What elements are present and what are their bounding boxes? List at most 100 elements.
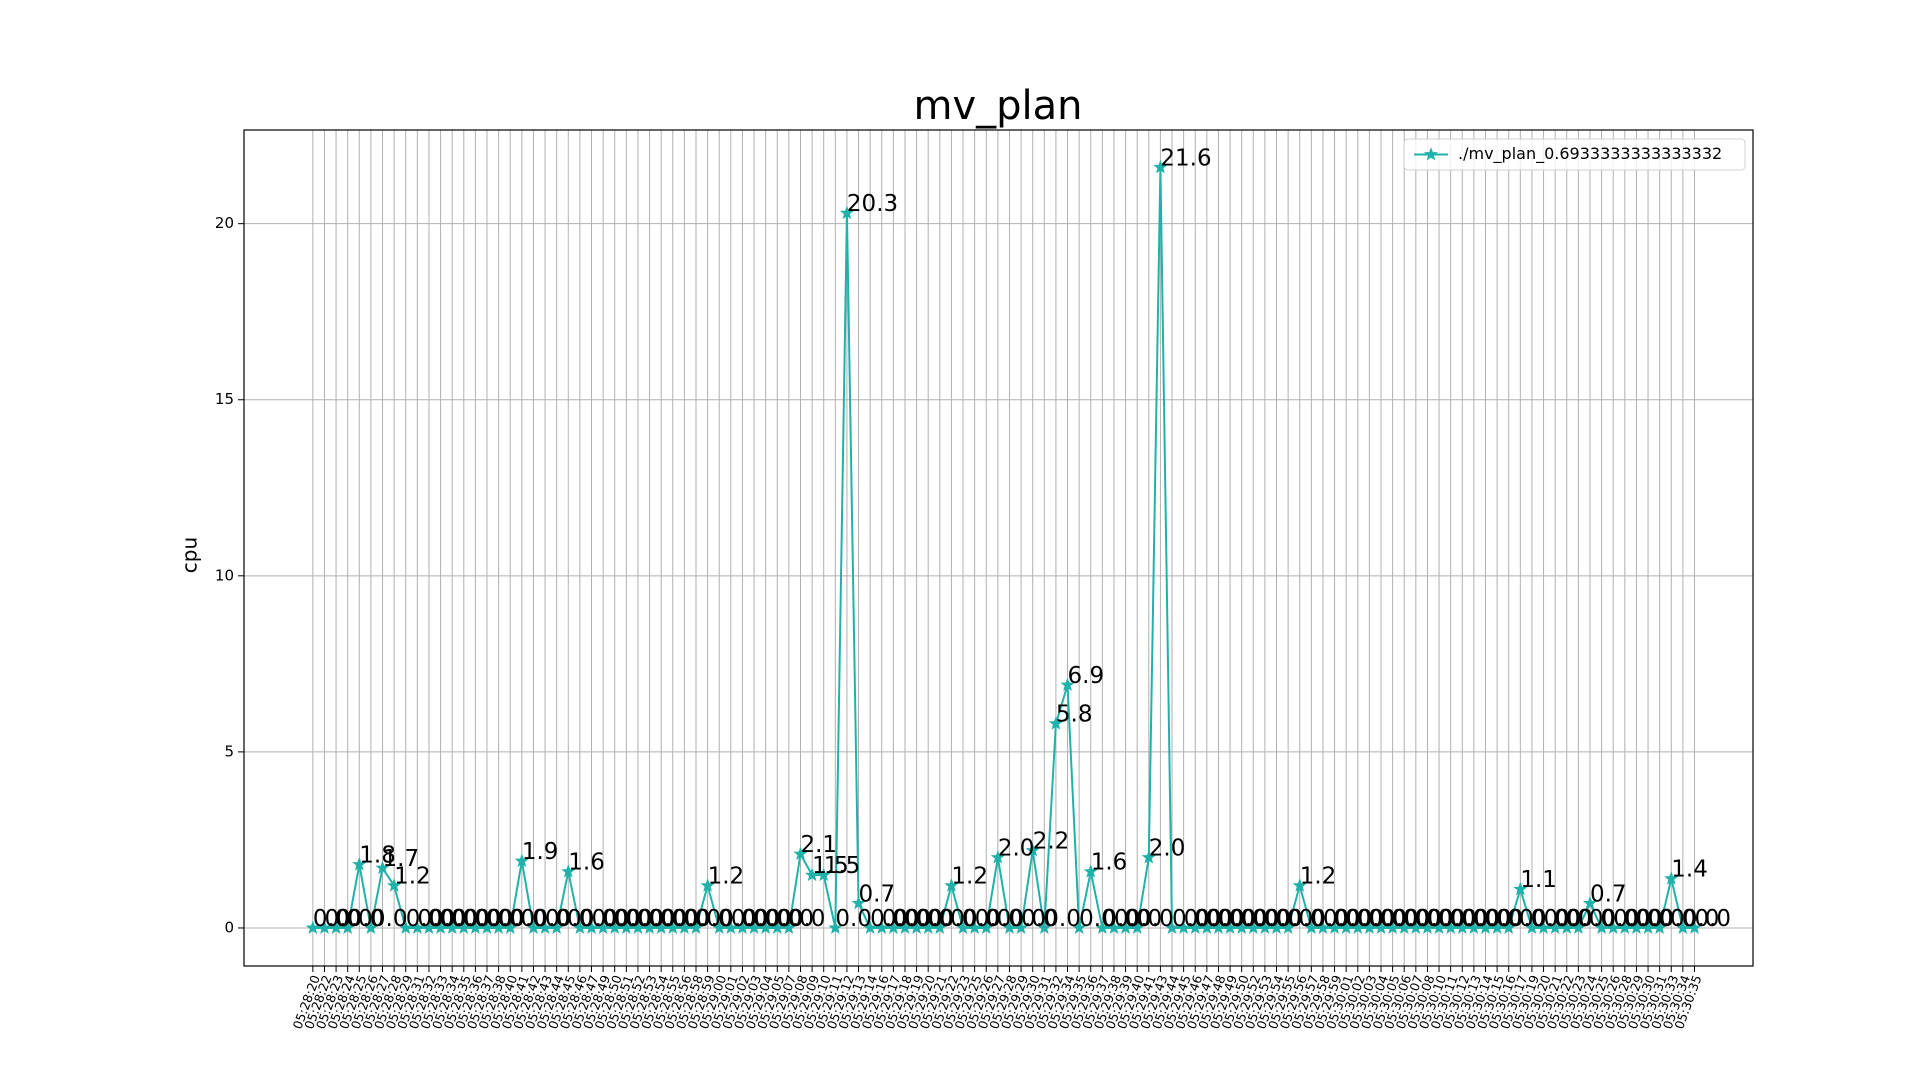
data-label: 1.2 [951, 864, 988, 890]
point-marker [967, 920, 982, 934]
point-marker [456, 920, 471, 934]
data-label: 0.0 [638, 906, 675, 932]
point-marker [665, 920, 680, 934]
data-label: 0.0 [1323, 906, 1360, 932]
point-marker [1536, 920, 1551, 934]
point-marker [1652, 920, 1667, 934]
data-label: 0.0 [406, 906, 443, 932]
chart-title: mv_plan [913, 83, 1082, 129]
point-marker [735, 920, 750, 934]
point-marker [677, 920, 692, 934]
point-marker [572, 920, 587, 934]
data-label: 0.0 [1335, 906, 1372, 932]
point-marker [1443, 920, 1458, 934]
data-label: 0.0 [464, 906, 501, 932]
point-marker [630, 920, 646, 934]
data-label: 0.0 [1311, 906, 1348, 932]
point-marker [340, 920, 355, 934]
point-marker [607, 920, 622, 934]
data-label: 0.0 [1532, 906, 1569, 932]
data-label: 6.9 [1068, 663, 1105, 689]
data-label: 0.0 [1102, 906, 1139, 932]
point-marker [1501, 920, 1516, 934]
point-marker [387, 878, 402, 892]
point-marker [1269, 920, 1284, 934]
point-marker [770, 920, 785, 934]
point-marker [723, 920, 738, 934]
point-marker [1478, 920, 1493, 934]
point-marker [410, 920, 425, 934]
plot-frame [243, 129, 1754, 967]
point-marker [421, 920, 437, 934]
point-marker [503, 920, 518, 934]
point-marker [1466, 920, 1481, 934]
point-marker [1513, 881, 1528, 896]
point-marker [1339, 920, 1354, 934]
point-marker [1281, 920, 1296, 934]
point-marker [1675, 920, 1690, 934]
data-label: 20.3 [847, 191, 898, 217]
point-marker [1014, 920, 1029, 934]
data-label: 0.0 [1416, 906, 1453, 932]
data-label: 0.0 [754, 906, 791, 932]
data-label: 0.0 [963, 906, 1000, 932]
data-label: 0.0 [603, 906, 640, 932]
point-marker [1629, 920, 1644, 934]
data-label: 0.0 [882, 906, 919, 932]
data-label: 0.0 [417, 906, 454, 932]
data-label: 0.0 [591, 906, 628, 932]
point-marker [688, 920, 704, 934]
point-marker [1002, 920, 1017, 934]
data-label: 0.0 [1288, 906, 1325, 932]
point-marker [375, 860, 390, 875]
point-marker [897, 920, 913, 934]
y-axis-label: cpu [178, 537, 202, 573]
data-label: 0.0 [905, 906, 942, 932]
series-line [312, 167, 1695, 929]
point-marker [1048, 716, 1063, 730]
point-marker [1072, 920, 1087, 934]
data-label: 0.0 [1358, 906, 1395, 932]
data-label: 0.0 [1044, 906, 1081, 932]
data-label: 0.0 [661, 906, 698, 932]
data-label: 0.0 [1578, 906, 1615, 932]
data-label: 21.6 [1160, 145, 1211, 171]
point-marker [863, 920, 878, 934]
data-label: 0.0 [1369, 906, 1406, 932]
data-label: 0.0 [1393, 906, 1430, 932]
point-marker [886, 920, 901, 934]
y-tick-label: 15 [215, 390, 234, 408]
point-marker [1095, 920, 1110, 934]
data-label: 0.0 [789, 906, 826, 932]
point-marker [909, 920, 924, 934]
data-label: 0.0 [1253, 906, 1290, 932]
point-marker [1524, 920, 1539, 934]
point-marker [1548, 920, 1563, 934]
data-label: 1.7 [383, 846, 420, 872]
point-marker [1327, 920, 1342, 934]
data-label: 0.0 [975, 906, 1012, 932]
point-marker [561, 864, 576, 878]
point-marker [1455, 920, 1470, 934]
data-label: 0.0 [1694, 906, 1731, 932]
point-marker [1350, 920, 1365, 934]
data-label: 0.0 [1195, 906, 1232, 932]
data-label: 0.0 [475, 906, 512, 932]
data-label: 0.0 [1242, 906, 1279, 932]
data-label: 0.0 [580, 906, 617, 932]
point-marker [1582, 895, 1598, 910]
point-marker [1257, 920, 1272, 934]
data-label: 0.0 [1137, 906, 1174, 932]
data-label: 0.0 [986, 906, 1023, 932]
point-marker [1130, 920, 1145, 934]
point-marker [1164, 920, 1180, 934]
data-label: 0.0 [348, 906, 385, 932]
data-label: 0.0 [673, 906, 710, 932]
data-label: 0.0 [441, 906, 478, 932]
point-marker [1106, 920, 1122, 934]
point-marker [1559, 920, 1574, 934]
point-marker [654, 920, 669, 934]
y-tick-label: 20 [215, 214, 234, 232]
data-label: 0.7 [859, 881, 896, 907]
